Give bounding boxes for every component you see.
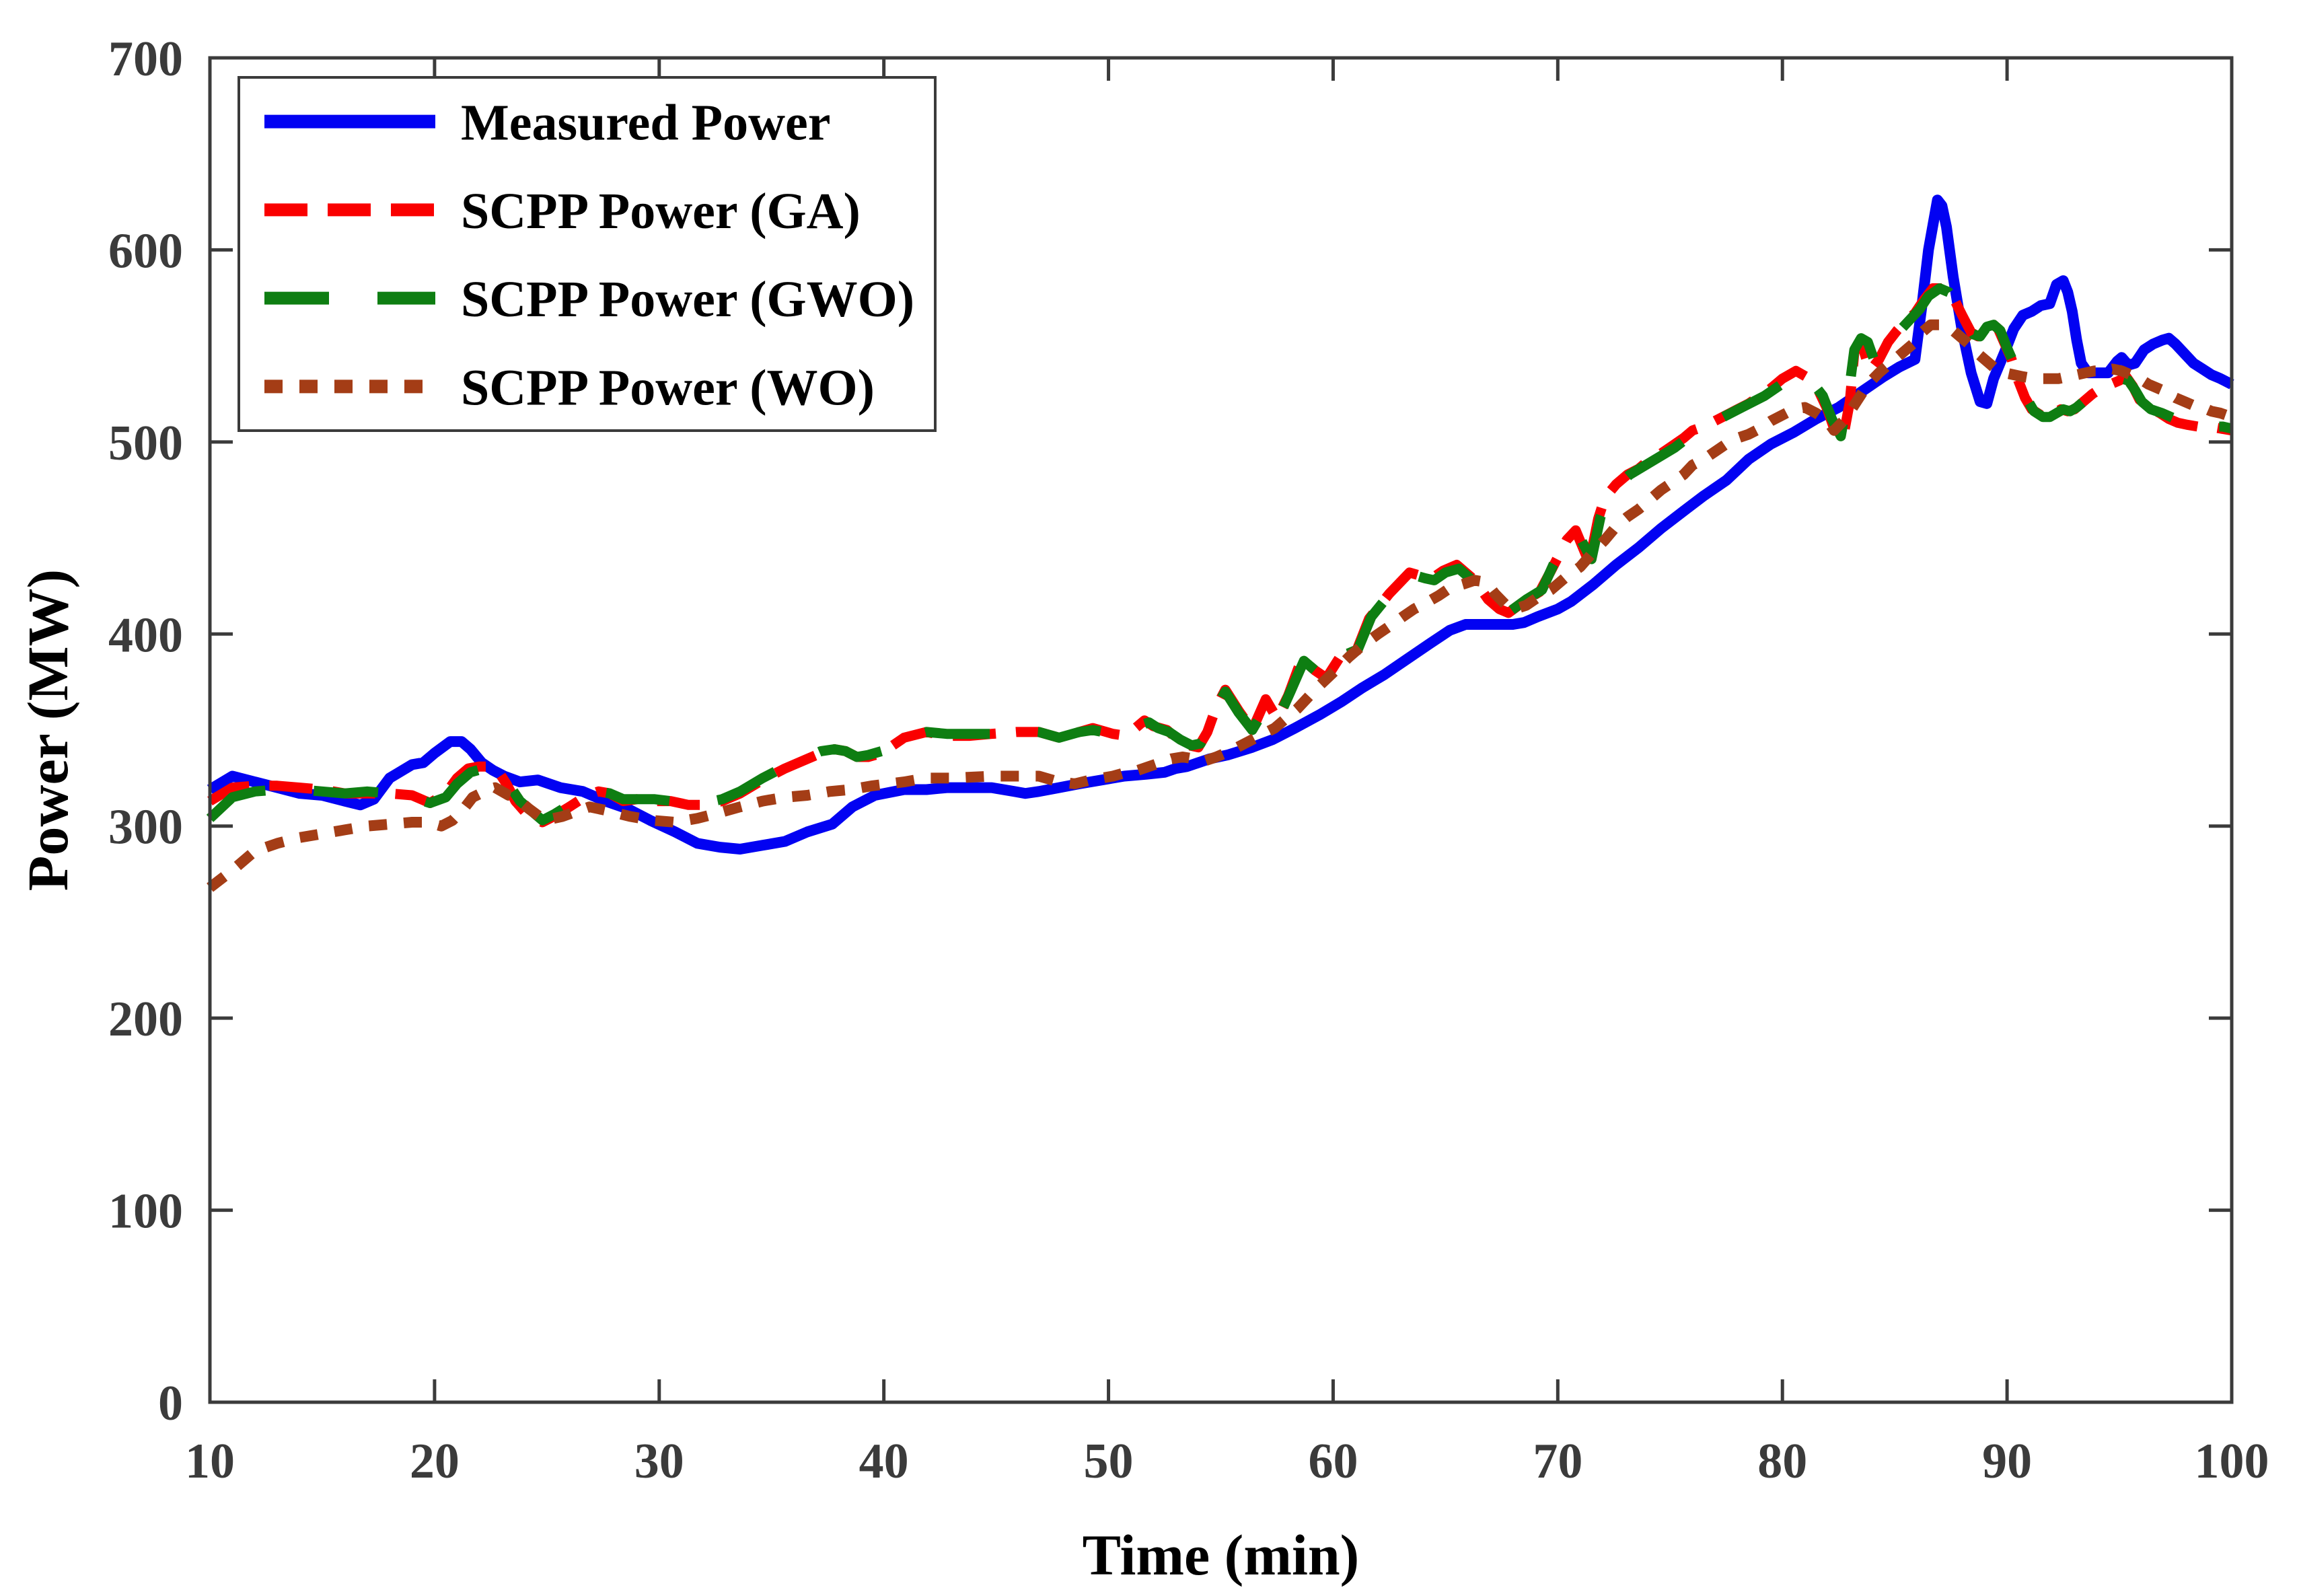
axes: 10 20 30 40 50 60 70 80 90 100 0 100 200 300 400 500 600… (108, 32, 2269, 1489)
y-tick-label: 100 (108, 1184, 183, 1239)
legend-box (238, 76, 937, 432)
y-tick-label: 500 (108, 416, 183, 471)
x-tick-label: 50 (1084, 1434, 1134, 1489)
y-tick-label: 700 (108, 32, 183, 87)
y-tick-label: 300 (108, 800, 183, 855)
x-tick-label: 60 (1308, 1434, 1358, 1489)
x-tick-label: 20 (410, 1434, 460, 1489)
plot-border (208, 56, 2234, 1404)
x-tick-label: 70 (1533, 1434, 1582, 1489)
x-tick-label: 100 (2195, 1434, 2269, 1489)
y-tick-label: 600 (108, 223, 183, 279)
series-lines (206, 194, 2234, 892)
x-tick-label: 10 (185, 1434, 235, 1489)
series-scpp-power-gwo--line (206, 283, 2233, 826)
y-tick-label: 0 (158, 1376, 183, 1431)
y-tick-label: 400 (108, 608, 183, 663)
legend-label-scpp-power-wo-: SCPP Power (WO) (461, 359, 875, 416)
legend-label-measured-power: Measured Power (461, 95, 830, 151)
x-tick-label: 80 (1757, 1434, 1807, 1489)
legend-label-scpp-power-ga-: SCPP Power (GA) (461, 183, 861, 240)
y-axis-title: Power (MW) (15, 569, 80, 891)
x-tick-label: 40 (859, 1434, 909, 1489)
y-tick-label: 200 (108, 992, 183, 1047)
x-tick-label: 30 (634, 1434, 684, 1489)
x-tick-label: 90 (1982, 1434, 2032, 1489)
legend: Measured Power SCPP Power (GA) SCPP Power … (238, 76, 937, 432)
series-measured-power-line (207, 194, 2234, 855)
x-axis-title: Time (min) (1083, 1523, 1360, 1587)
legend-label-scpp-power-gwo-: SCPP Power (GWO) (461, 271, 914, 328)
